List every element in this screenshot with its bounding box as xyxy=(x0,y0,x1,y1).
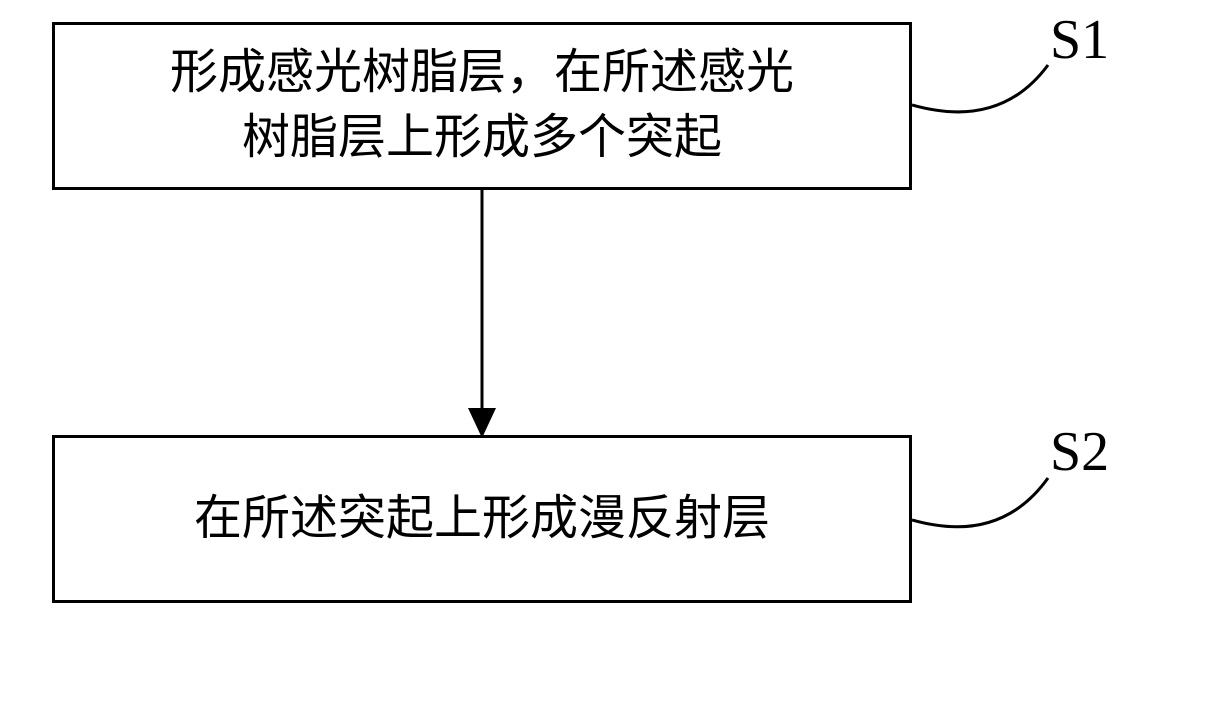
flow-node-s1-label: S1 xyxy=(1050,8,1109,72)
flow-node-s2-label: S2 xyxy=(1050,420,1109,484)
leader-s2 xyxy=(912,468,1057,553)
flow-node-s2-text: 在所述突起上形成漫反射层 xyxy=(194,487,770,552)
leader-s1 xyxy=(912,55,1057,140)
flow-node-s2: 在所述突起上形成漫反射层 xyxy=(52,435,912,603)
edge-s1-s2 xyxy=(450,190,514,442)
flow-node-s1-text: 形成感光树脂层，在所述感光 树脂层上形成多个突起 xyxy=(170,41,794,171)
flow-node-s1: 形成感光树脂层，在所述感光 树脂层上形成多个突起 xyxy=(52,22,912,190)
